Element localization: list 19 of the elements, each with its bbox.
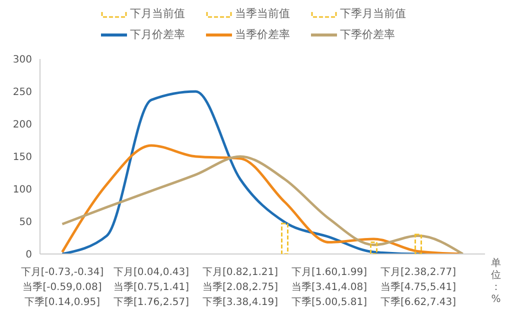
text: 单位：% [490, 258, 502, 306]
y-tick-label: 50 [19, 217, 32, 228]
y-tick-label: 250 [12, 87, 32, 98]
y-tick-label: 100 [12, 184, 32, 196]
legend-label: 当季价差率 [235, 27, 290, 42]
y-tick-label: 0 [26, 250, 32, 261]
x-tick-label: 下月[0.82,1.21] 当季[2.08,2.75] 下季[3.38,4.19] [202, 267, 278, 308]
x-tick-label: 下月[0.04,0.43] 当季[0.75,1.41] 下季[1.76,2.57] [113, 267, 190, 308]
x-tick-label: 下月[1.60,1.99] 当季[3.41,4.08] 下季[5.00,5.81] [291, 267, 368, 308]
x-tick-label: 下月[2.38,2.77] 当季[4.75,5.41] 下季[6.62,7.43] [380, 267, 456, 308]
legend-label: 下月当前值 [130, 6, 185, 21]
y-tick-label: 150 [12, 152, 32, 164]
x-tick-label: 下月[-0.73,-0.34] 当季[-0.59,0.08] 下季[0.14,0.95] [20, 267, 104, 308]
legend-label: 下季月当前值 [340, 6, 406, 21]
y-tick-label: 200 [12, 120, 32, 131]
y-tick-label: 300 [12, 54, 32, 66]
legend-label: 下季价差率 [340, 27, 395, 42]
legend-label: 下月价差率 [130, 27, 185, 42]
legend-label: 当季当前值 [235, 6, 290, 21]
